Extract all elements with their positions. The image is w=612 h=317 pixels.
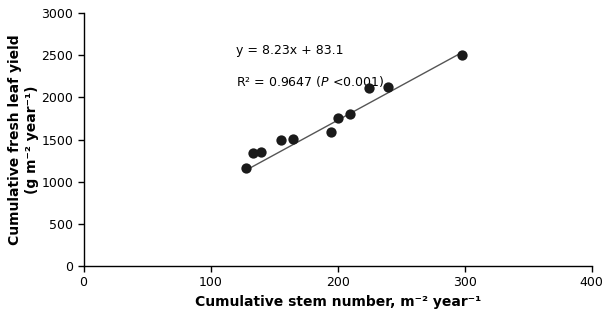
Text: R² = 0.9647 ($\it{P}$ <0.001): R² = 0.9647 ($\it{P}$ <0.001) <box>236 74 384 89</box>
X-axis label: Cumulative stem number, m⁻² year⁻¹: Cumulative stem number, m⁻² year⁻¹ <box>195 295 481 309</box>
Point <box>457 53 467 58</box>
Text: y = 8.23x + 83.1: y = 8.23x + 83.1 <box>236 44 343 57</box>
Point <box>345 112 355 117</box>
Y-axis label: Cumulative fresh leaf yield
(g m⁻² year⁻¹): Cumulative fresh leaf yield (g m⁻² year⁻… <box>9 34 39 245</box>
Point <box>326 129 336 134</box>
Point <box>256 150 266 155</box>
Point <box>248 151 258 156</box>
Point <box>288 136 298 141</box>
Point <box>241 165 251 171</box>
Point <box>275 138 285 143</box>
Point <box>333 115 343 120</box>
Point <box>384 85 394 90</box>
Point <box>365 86 375 91</box>
